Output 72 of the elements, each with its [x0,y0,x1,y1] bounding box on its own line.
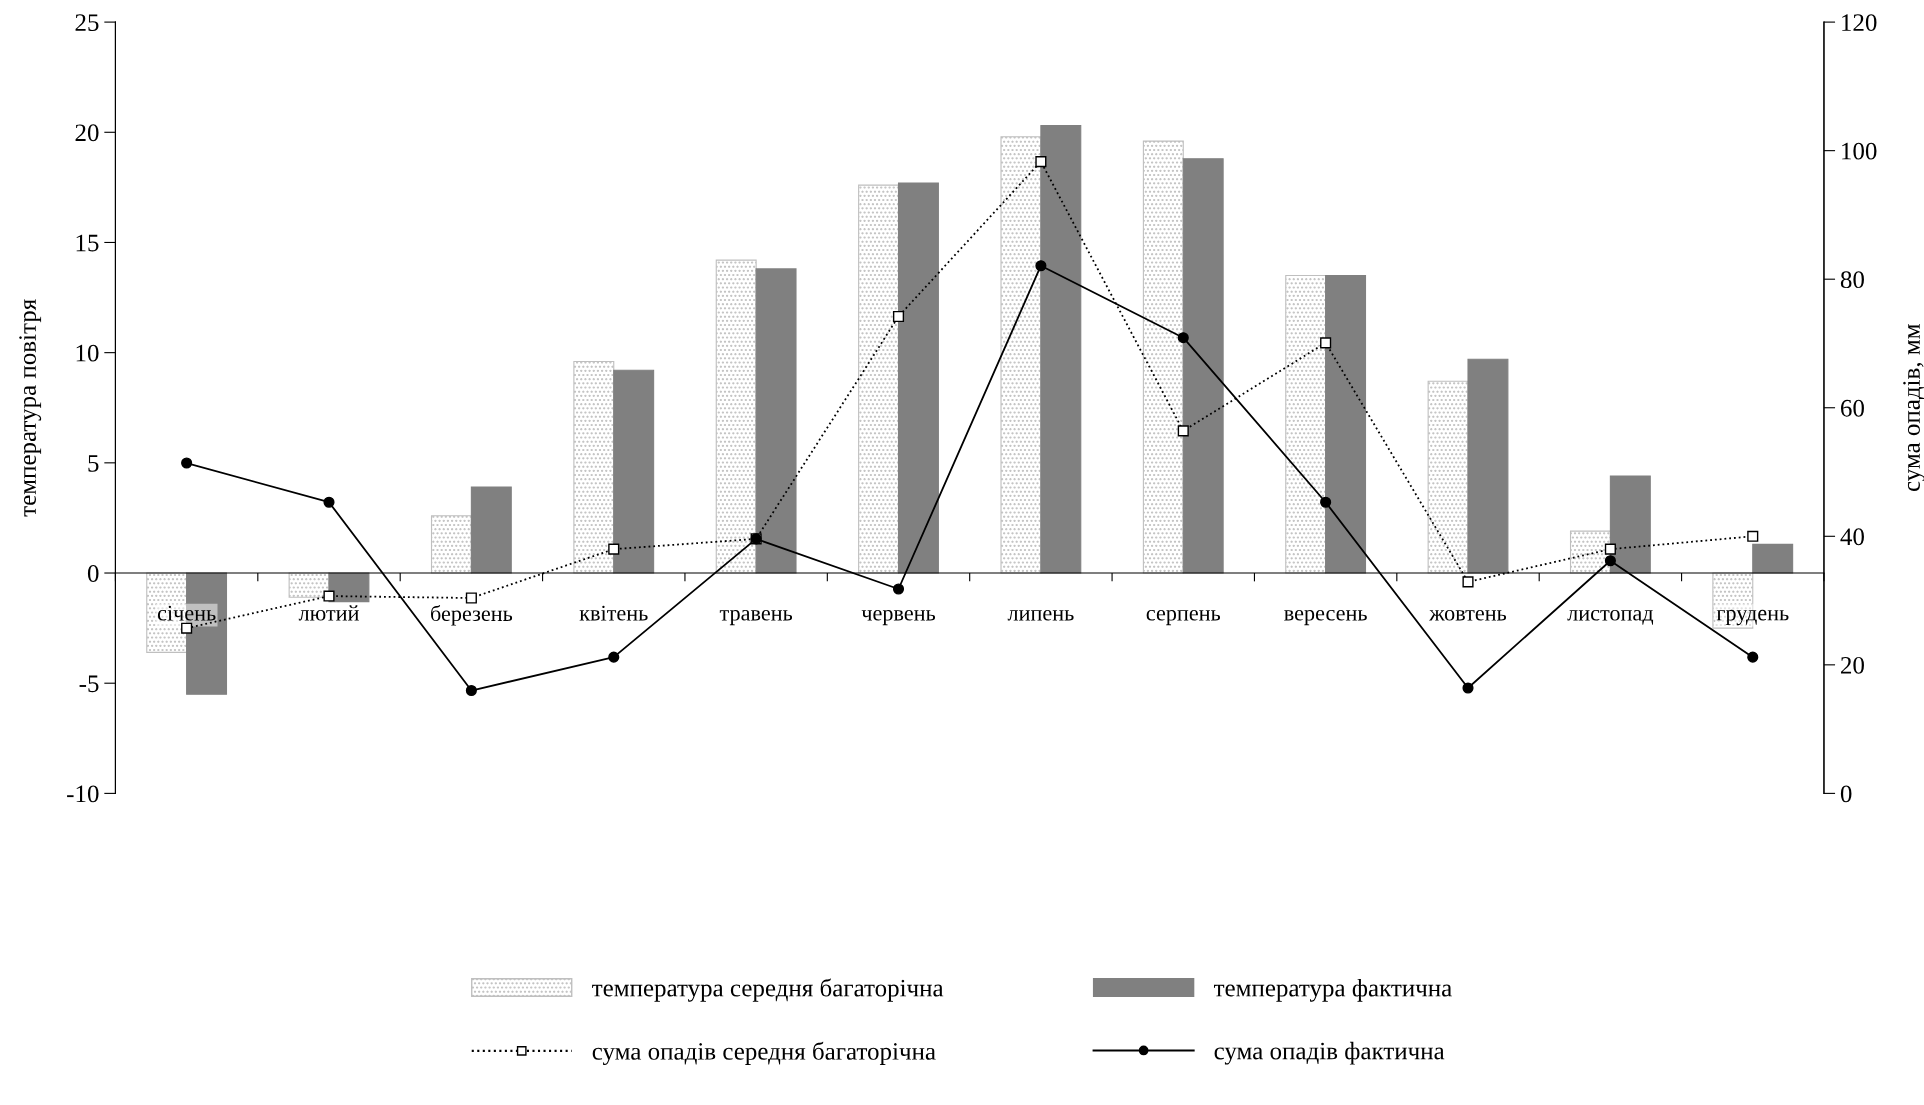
bar [613,369,655,574]
y2-tick-label: 100 [1842,142,1877,160]
legend-label: сума опадів середня багаторічна [592,1041,936,1065]
y-tick-label: 10 [76,344,99,362]
y2-tick-label: 60 [1841,399,1864,417]
point [1604,543,1616,555]
bar [1000,136,1042,574]
point [1604,555,1616,567]
bar [470,486,512,574]
x-tick-label: жовтень [1429,609,1507,621]
bar [573,360,615,574]
y-tick-label: 5 [88,455,99,472]
x-tick-label: червень [861,609,936,626]
y-tick-label: -5 [79,675,99,693]
bar [1752,543,1794,574]
y-tick-label: 20 [75,124,99,142]
y-tick-label: 15 [76,234,99,252]
y2-tick-label: 40 [1840,528,1864,546]
y-tick-label: -10 [67,785,99,803]
point [1177,332,1189,344]
x-tick-label: травень [719,609,793,626]
bar [1467,358,1509,574]
point [892,583,905,595]
bar [1182,158,1224,574]
bar [755,268,797,574]
point [608,543,620,555]
point [608,651,620,663]
bar [897,182,939,574]
point [1035,260,1047,272]
y2-tick-label: 0 [1840,785,1852,803]
bar [1142,140,1184,574]
point [1747,530,1759,542]
x-tick-label: квітень [579,605,648,621]
y-tick-label: 25 [75,14,99,32]
point [1462,682,1474,694]
y-tick-label: 0 [87,565,99,582]
point [181,457,193,469]
y-axis-title: температура повітря [19,299,42,517]
point [323,496,335,508]
x-tick-label: грудень [1716,609,1789,626]
point [1747,651,1759,663]
x-tick-label: липень [1007,609,1074,621]
x-tick-label: вересень [1284,609,1367,626]
legend-label: температура середня багаторічна [592,978,944,1002]
point [465,684,477,697]
x-tick-label: листопад [1567,609,1654,625]
legend-label: сума опадів фактична [1214,1041,1445,1065]
point [1035,156,1047,168]
x-tick-label: серпень [1146,609,1221,626]
bar [1609,475,1651,574]
bar [430,515,472,574]
point [1320,337,1332,349]
legend-label: температура фактична [1213,978,1452,1002]
point [465,592,477,604]
y2-tick-label: 80 [1840,271,1864,289]
point [1177,425,1189,437]
point [1462,576,1474,588]
y2-tick-label: 20 [1841,656,1864,674]
x-tick-label: лютий [298,605,359,621]
x-tick-label: січень [157,605,216,621]
x-tick-label: березень [431,604,513,626]
bar [1040,125,1082,574]
point [323,590,335,602]
bar [1325,274,1367,574]
bar [858,184,900,574]
point [1320,496,1332,508]
bar [1427,380,1469,574]
bar [715,259,757,574]
point [892,310,905,323]
bar [1285,274,1327,574]
point [181,622,193,634]
y2-tick-label: 120 [1842,14,1877,32]
